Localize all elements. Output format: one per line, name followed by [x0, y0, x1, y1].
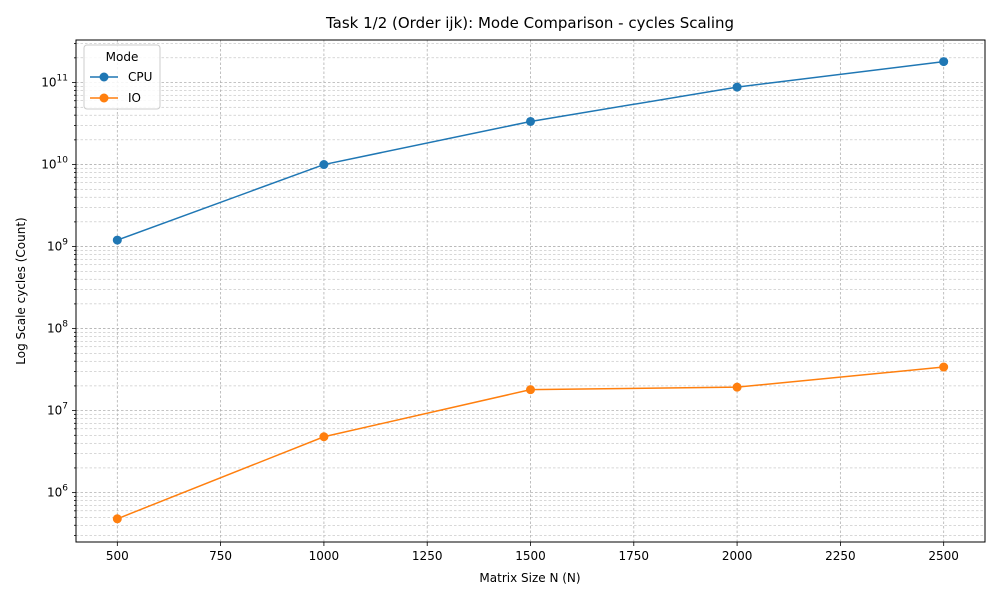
x-tick-label: 2500	[928, 549, 959, 563]
data-point-io	[112, 514, 122, 524]
legend: Mode CPU IO	[83, 44, 161, 110]
x-tick-label: 2000	[722, 549, 753, 563]
x-tick-label: 500	[106, 549, 129, 563]
legend-title: Mode	[106, 50, 139, 64]
legend-box	[83, 44, 161, 110]
x-tick-label: 1250	[412, 549, 443, 563]
data-point-cpu	[939, 57, 949, 67]
data-point-cpu	[319, 160, 329, 170]
legend-label-io: IO	[128, 91, 141, 105]
plot-frame	[75, 39, 986, 543]
y-tick-label: 108	[47, 320, 68, 336]
y-tick-label: 109	[47, 238, 68, 254]
x-tick-label: 2250	[825, 549, 856, 563]
data-point-io	[939, 362, 949, 372]
grid	[76, 40, 985, 542]
y-tick-label: 1010	[41, 156, 68, 172]
x-tick-label: 1000	[309, 549, 340, 563]
axes: 500 750 1000 1250 1500 1750 2000 2250 2500 106 107…	[41, 39, 986, 563]
y-tick-label: 106	[47, 484, 68, 500]
x-tick-label: 1500	[515, 549, 546, 563]
y-tick-label: 107	[47, 402, 68, 418]
x-tick-label: 750	[209, 549, 232, 563]
legend-marker-cpu	[99, 72, 109, 82]
data-point-cpu	[732, 82, 742, 92]
data-point-cpu	[526, 116, 535, 126]
x-axis-label: Matrix Size N (N)	[479, 571, 580, 585]
chart-title: Task 1/2 (Order ijk): Mode Comparison - …	[325, 14, 734, 32]
data-point-cpu	[112, 235, 122, 245]
data-point-io	[319, 432, 329, 442]
series	[112, 57, 949, 524]
data-point-io	[732, 382, 742, 392]
y-axis-label: Log Scale cycles (Count)	[14, 217, 28, 364]
y-tick-label: 1011	[41, 74, 68, 90]
x-tick-label: 1750	[619, 549, 650, 563]
data-point-io	[526, 385, 535, 395]
legend-marker-io	[99, 93, 109, 103]
legend-label-cpu: CPU	[128, 70, 152, 84]
